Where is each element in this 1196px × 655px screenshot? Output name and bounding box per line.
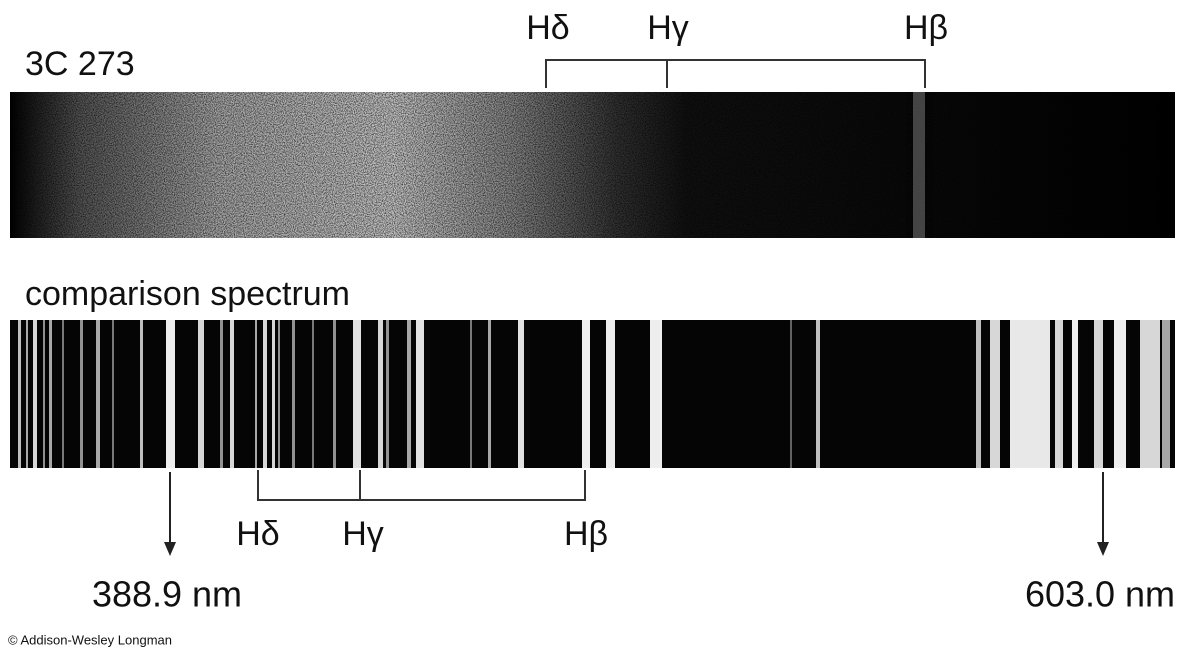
emission-line: [790, 320, 792, 468]
emission-line: [353, 320, 361, 468]
emission-line: [1094, 320, 1103, 468]
top-line-label: Hδ: [526, 9, 569, 47]
emission-line: [278, 320, 280, 468]
credit: © Addison-Wesley Longman: [8, 632, 172, 647]
emission-line: [263, 320, 267, 468]
emission-line: [272, 320, 275, 468]
top-bracket: [545, 59, 926, 88]
emission-line: [1055, 320, 1063, 468]
top-line-label: Hβ: [904, 9, 948, 47]
emission-line: [292, 320, 295, 468]
emission-line: [1072, 320, 1078, 468]
emission-line: [18, 320, 21, 468]
emission-line: [62, 320, 64, 468]
emission-line: [416, 320, 424, 468]
emission-line: [470, 320, 472, 468]
comparison-label: comparison spectrum: [25, 275, 350, 313]
quasar-label: 3C 273: [25, 45, 135, 83]
emission-line: [990, 320, 1000, 468]
emission-line: [378, 320, 383, 468]
emission-line: [518, 320, 524, 468]
quasar-spectrum: [10, 92, 1175, 238]
emission-line: [312, 320, 314, 468]
emission-line: [220, 320, 223, 468]
marker-arrows: [164, 472, 1109, 556]
emission-line: [606, 320, 615, 468]
emission-line: [1114, 320, 1126, 468]
bottom-bracket: [257, 470, 586, 501]
emission-line: [488, 320, 491, 468]
comparison-spectrum: [10, 320, 1175, 468]
emission-line: [33, 320, 37, 468]
emission-line: [816, 320, 820, 468]
marker-label: 388.9 nm: [92, 574, 242, 615]
emission-line: [976, 320, 981, 468]
emission-line: [26, 320, 28, 468]
emission-line: [140, 320, 143, 468]
emission-line: [43, 320, 45, 468]
emission-line: [333, 320, 336, 468]
emission-line: [198, 320, 204, 468]
emission-line: [1140, 320, 1160, 468]
emission-line: [407, 320, 411, 468]
emission-line: [96, 320, 100, 468]
bottom-line-label: Hδ: [236, 515, 279, 553]
emission-line: [49, 320, 52, 468]
emission-line: [255, 320, 257, 468]
top-line-label: Hγ: [647, 9, 689, 47]
emission-line: [582, 320, 590, 468]
emission-line: [1162, 320, 1170, 468]
bottom-line-label: Hγ: [342, 515, 384, 553]
emission-line: [112, 320, 114, 468]
emission-line: [650, 320, 662, 468]
emission-line: [166, 320, 175, 468]
emission-line: [386, 320, 389, 468]
emission-line: [230, 320, 234, 468]
emission-line: [80, 320, 83, 468]
marker-label: 603.0 nm: [1025, 574, 1175, 615]
bottom-line-label: Hβ: [564, 515, 608, 553]
